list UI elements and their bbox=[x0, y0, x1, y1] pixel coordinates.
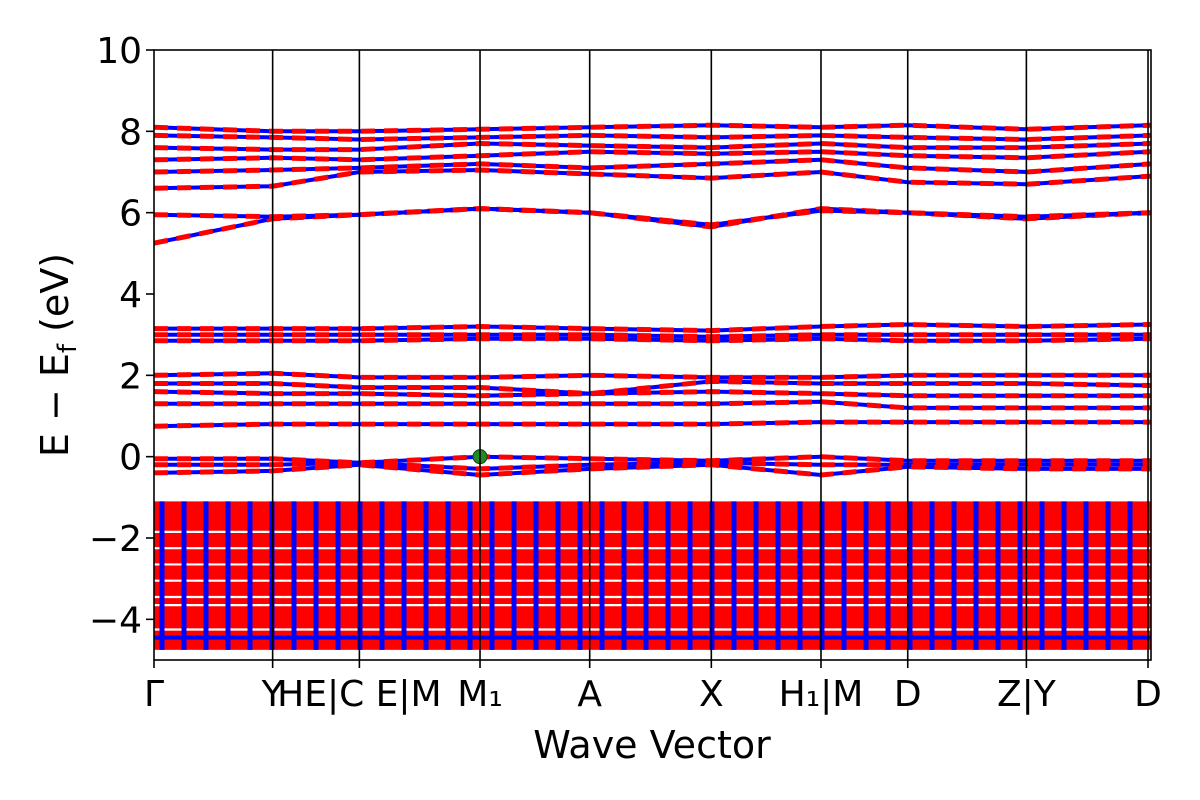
band-dashed bbox=[154, 167, 1151, 191]
band-dashed bbox=[154, 460, 1151, 472]
y-axis-label-subscript: f bbox=[53, 343, 83, 353]
x-tick-label: Γ bbox=[144, 674, 164, 715]
band-dashed bbox=[154, 378, 1151, 397]
band-dashed bbox=[154, 370, 1151, 380]
band-dashed bbox=[154, 389, 1151, 399]
x-tick-label: X bbox=[699, 674, 724, 715]
x-tick-label: D bbox=[894, 674, 922, 715]
y-tick-label: 4 bbox=[119, 275, 142, 316]
high-symmetry-lines bbox=[271, 50, 1149, 660]
y-tick-label: 6 bbox=[119, 194, 142, 235]
y-axis: −4 −2 0 2 4 6 8 10 bbox=[89, 31, 154, 641]
x-tick-label: H₁|M bbox=[779, 674, 864, 715]
band-dashed bbox=[154, 419, 1151, 429]
band-dashed bbox=[154, 140, 1151, 153]
band-dashed bbox=[154, 206, 1151, 228]
x-tick-label: M₁ bbox=[457, 674, 503, 715]
x-tick-label: HE|C E|M bbox=[277, 674, 441, 715]
y-axis-label-main: E − E bbox=[33, 353, 77, 457]
band-dashed bbox=[154, 122, 1151, 134]
band-dashed bbox=[154, 149, 1151, 163]
dense-band-region bbox=[154, 501, 1151, 650]
x-tick-label: D bbox=[1134, 674, 1162, 715]
y-axis-label-unit: (eV) bbox=[33, 253, 77, 344]
y-tick-label: −2 bbox=[89, 519, 142, 560]
band-dashed bbox=[154, 321, 1151, 334]
y-axis-label: E − Ef (eV) bbox=[33, 253, 83, 457]
y-tick-label: 2 bbox=[119, 356, 142, 397]
x-tick-label: A bbox=[577, 674, 602, 715]
band-dashed bbox=[154, 157, 1151, 175]
x-tick-label: Y bbox=[261, 674, 285, 715]
y-tick-label: 8 bbox=[119, 112, 142, 153]
y-tick-label: 10 bbox=[96, 31, 142, 72]
band-dashed bbox=[154, 399, 1151, 411]
band-dashed bbox=[154, 454, 1151, 466]
band-dashed bbox=[154, 462, 1151, 478]
y-tick-label: 0 bbox=[119, 438, 142, 479]
y-tick-label: −4 bbox=[89, 600, 142, 641]
x-axis-label: Wave Vector bbox=[533, 723, 771, 767]
band-dashed bbox=[154, 336, 1151, 344]
band-dashed bbox=[154, 132, 1151, 143]
plot-frame bbox=[153, 49, 1152, 661]
x-axis: Γ YHE|C E|M M₁ A X H₁|M D Z|Y D bbox=[144, 660, 1162, 715]
x-tick-label: Z|Y bbox=[997, 674, 1057, 715]
band-dashed bbox=[154, 332, 1151, 340]
